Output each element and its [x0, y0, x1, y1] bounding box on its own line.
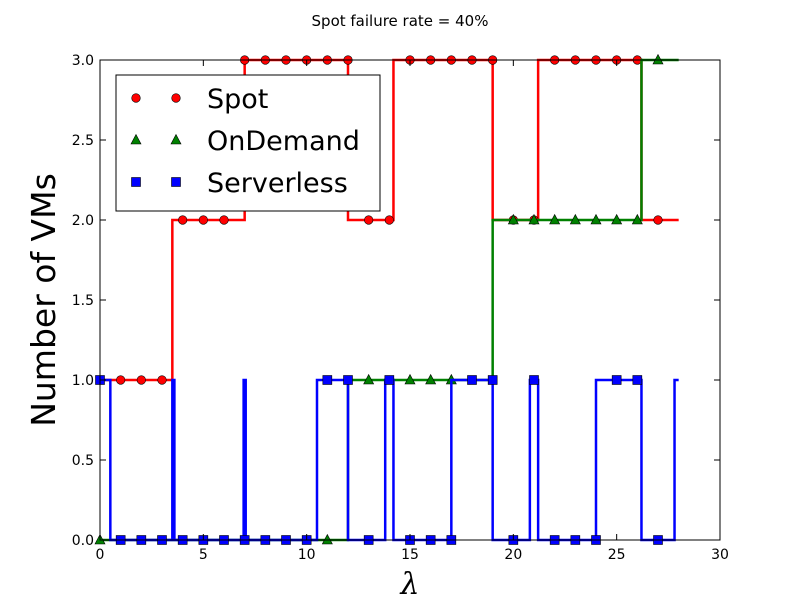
x-tick-label: 20	[504, 547, 522, 563]
x-tick-label: 30	[711, 547, 729, 563]
data-point-serverless	[487, 375, 498, 385]
data-point-spot	[219, 215, 229, 225]
y-tick-label: 0.5	[72, 453, 94, 469]
x-tick-label: 10	[298, 547, 316, 563]
legend-marker-spot	[171, 93, 181, 103]
legend-marker-ondemand	[130, 133, 142, 145]
legend-entry-spot: Spot	[131, 84, 268, 115]
data-point-serverless	[632, 375, 643, 385]
data-point-ondemand	[507, 213, 519, 225]
data-point-ondemand	[590, 213, 602, 225]
legend-marker-ondemand	[170, 133, 182, 145]
data-point-spot	[116, 375, 126, 385]
data-point-spot	[384, 215, 394, 225]
data-point-serverless	[611, 375, 622, 385]
x-tick-label: 25	[608, 547, 626, 563]
legend-label-ondemand: OnDemand	[207, 126, 360, 157]
data-point-ondemand	[404, 373, 416, 385]
legend-marker-serverless	[131, 177, 141, 187]
series-serverless	[95, 375, 679, 545]
data-point-ondemand	[569, 213, 581, 225]
y-tick-label: 0.0	[72, 533, 94, 549]
data-point-serverless	[384, 375, 395, 385]
data-point-spot	[178, 215, 188, 225]
data-point-spot	[157, 375, 167, 385]
x-tick-label: 15	[401, 547, 419, 563]
data-point-ondemand	[631, 213, 643, 225]
data-point-ondemand	[611, 213, 623, 225]
legend-entry-ondemand: OnDemand	[130, 126, 360, 157]
data-point-serverless	[322, 375, 333, 385]
legend-marker-serverless	[171, 177, 181, 187]
data-point-serverless	[529, 375, 539, 385]
data-point-spot	[198, 215, 208, 225]
y-tick-label: 3.0	[72, 53, 94, 69]
y-tick-label: 1.0	[72, 373, 94, 389]
data-point-serverless	[343, 375, 353, 385]
data-point-serverless	[467, 375, 477, 385]
legend-entry-serverless: Serverless	[131, 168, 348, 199]
y-tick-label: 2.0	[72, 213, 94, 229]
chart-title: Spot failure rate = 40%	[312, 12, 489, 30]
data-point-ondemand	[321, 533, 333, 545]
data-point-ondemand	[528, 213, 540, 225]
legend-marker-spot	[131, 93, 141, 103]
x-tick-label: 0	[96, 547, 105, 563]
x-tick-label: 5	[199, 547, 208, 563]
y-tick-label: 2.5	[72, 133, 94, 149]
data-point-spot	[136, 375, 146, 385]
series-line-serverless	[100, 378, 679, 542]
data-point-ondemand	[363, 373, 375, 385]
legend-entries: Spot OnDemand Serverless	[130, 84, 360, 199]
legend-box	[115, 74, 381, 212]
y-axis-label: Number of VMs	[24, 173, 63, 427]
data-point-ondemand	[425, 373, 437, 385]
data-point-ondemand	[549, 213, 561, 225]
x-axis-label: λ	[399, 567, 419, 600]
data-point-ondemand	[652, 54, 664, 65]
data-point-spot	[653, 215, 663, 225]
data-point-spot	[364, 215, 374, 225]
legend-label-serverless: Serverless	[207, 168, 348, 199]
legend: Spot OnDemand Serverless	[115, 74, 381, 212]
y-tick-label: 1.5	[72, 293, 94, 309]
legend-label-spot: Spot	[207, 84, 268, 115]
ticks-layer: 0 5 10 15 20 25 30 0.0 0.5 1.0 1.5 2.0 2.5 3.0	[72, 53, 729, 563]
